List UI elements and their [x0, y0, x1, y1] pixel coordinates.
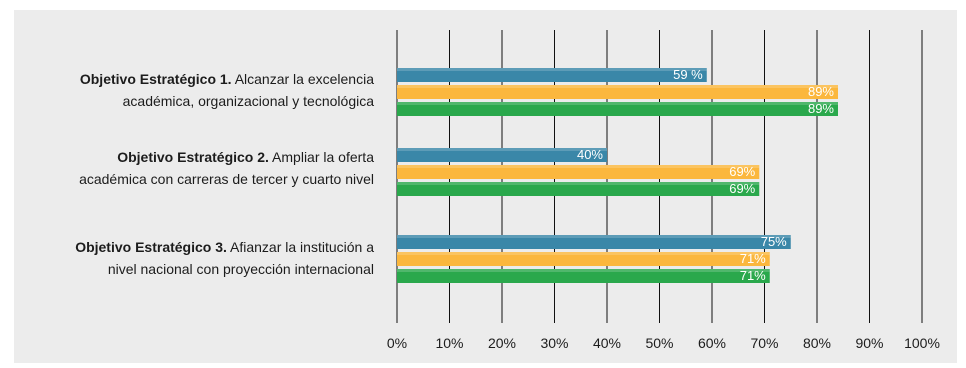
- category-label-3-bold: Objetivo Estratégico 3.: [75, 239, 227, 255]
- category-label-2-bold: Objetivo Estratégico 2.: [117, 149, 269, 165]
- bar: [397, 252, 770, 266]
- bar-highlight: [397, 235, 791, 238]
- category-label-1-line2: académica, organizacional y tecnológica: [122, 93, 374, 109]
- x-tick-label: 20%: [488, 335, 516, 351]
- bar-value-label: 69%: [729, 181, 755, 196]
- bar: [397, 85, 838, 99]
- x-tick-label: 60%: [698, 335, 726, 351]
- bar-value-label: 71%: [740, 251, 766, 266]
- category-label-2: Objetivo Estratégico 2. Ampliar la ofert…: [14, 146, 374, 190]
- bar-highlight: [397, 85, 838, 88]
- x-tick-label: 10%: [435, 335, 463, 351]
- bar-highlight: [397, 269, 770, 272]
- bar-value-label: 71%: [740, 268, 766, 283]
- x-tick-label: 100%: [904, 335, 940, 351]
- bar-highlight: [397, 68, 707, 71]
- category-label-1: Objetivo Estratégico 1. Alcanzar la exce…: [14, 68, 374, 112]
- category-label-1-bold: Objetivo Estratégico 1.: [79, 71, 232, 87]
- category-label-2-rest: Ampliar la oferta: [268, 149, 374, 165]
- bar: [397, 235, 791, 249]
- bar: [397, 68, 707, 82]
- x-tick-label: 0%: [387, 335, 407, 351]
- bar-highlight: [397, 148, 607, 151]
- x-tick-label: 70%: [750, 335, 778, 351]
- bar-highlight: [397, 165, 760, 168]
- bar: [397, 165, 760, 179]
- category-label-3: Objetivo Estratégico 3. Afianzar la inst…: [14, 236, 374, 280]
- bar-highlight: [397, 252, 770, 255]
- bar-highlight: [397, 182, 760, 185]
- bar: [397, 182, 760, 196]
- bar-value-label: 40%: [577, 147, 603, 162]
- x-tick-label: 90%: [855, 335, 883, 351]
- bar-highlight: [397, 102, 838, 105]
- x-tick-label: 40%: [593, 335, 621, 351]
- x-tick-label: 30%: [540, 335, 568, 351]
- bar: [397, 148, 607, 162]
- category-label-3-rest: Afianzar la institución a: [226, 239, 374, 255]
- category-label-1-rest: Alcanzar la excelencia: [231, 71, 374, 87]
- category-label-3-line2: nivel nacional con proyección internacio…: [107, 261, 374, 277]
- bar-value-label: 69%: [729, 164, 755, 179]
- bar-value-label: 89%: [808, 84, 834, 99]
- category-label-2-line2: académica con carreras de tercer y cuart…: [79, 171, 374, 187]
- bar-value-label: 59 %: [673, 67, 703, 82]
- x-tick-label: 50%: [645, 335, 673, 351]
- bar: [397, 269, 770, 283]
- x-tick-label: 80%: [803, 335, 831, 351]
- bar: [397, 102, 838, 116]
- bar-value-label: 75%: [761, 234, 787, 249]
- bar-value-label: 89%: [808, 101, 834, 116]
